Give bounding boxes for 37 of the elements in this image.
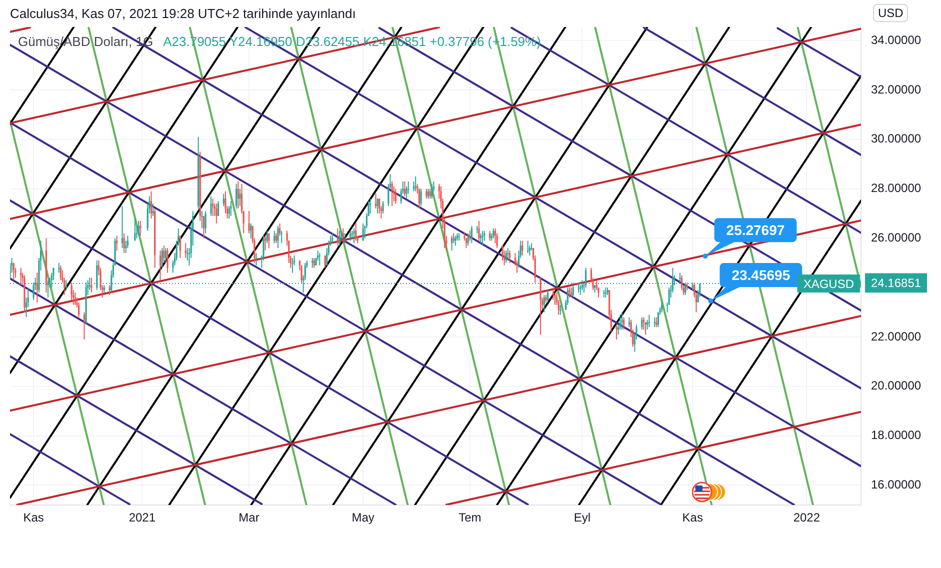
candlestick	[482, 230, 484, 246]
x-tick-label: Kas	[23, 510, 44, 525]
x-tick-label: 2022	[793, 510, 820, 525]
x-tick-label: Mar	[238, 510, 260, 525]
y-tick-label: 24.16851	[871, 276, 922, 290]
candlestick	[560, 304, 562, 315]
candlestick	[280, 230, 282, 244]
x-tick-label: 2021	[128, 510, 156, 525]
candlestick	[648, 314, 650, 328]
y-tick-label: 28.00000	[871, 181, 922, 196]
candlestick	[318, 253, 320, 266]
annotation: 25.27697	[726, 222, 785, 238]
chart-title: Calculus34, Kas 07, 2021 19:28 UTC+2 tarihinde yayınlandı	[10, 6, 356, 21]
x-tick-label: Kas	[682, 510, 703, 525]
x-tick-label: Tem	[458, 510, 482, 525]
y-tick-label: 16.00000	[871, 478, 922, 492]
candlestick	[507, 248, 509, 260]
annotation: 23.45695	[732, 266, 790, 283]
candlestick	[414, 176, 416, 192]
candlestick	[201, 211, 203, 228]
y-tick-label: 18.00000	[871, 428, 922, 442]
candlestick	[370, 198, 372, 214]
candlestick	[292, 258, 294, 273]
x-tick-label: May	[352, 510, 374, 525]
x-tick-label: Eyl	[574, 510, 590, 525]
ref-line-label: XAGUSD	[803, 276, 854, 291]
y-tick-label: 22.00000	[871, 329, 922, 344]
y-tick-label: 20.00000	[871, 378, 922, 393]
y-axis-title: USD	[873, 4, 908, 22]
y-tick-label: 32.00000	[871, 82, 922, 96]
candlestick	[604, 288, 606, 298]
candlestick	[255, 253, 258, 266]
y-tick-label: 30.00000	[871, 132, 922, 146]
y-tick-label: 26.00000	[871, 230, 922, 245]
candlestick	[527, 240, 529, 254]
y-tick-label: 34.00000	[871, 32, 922, 47]
candlestick	[58, 262, 60, 273]
